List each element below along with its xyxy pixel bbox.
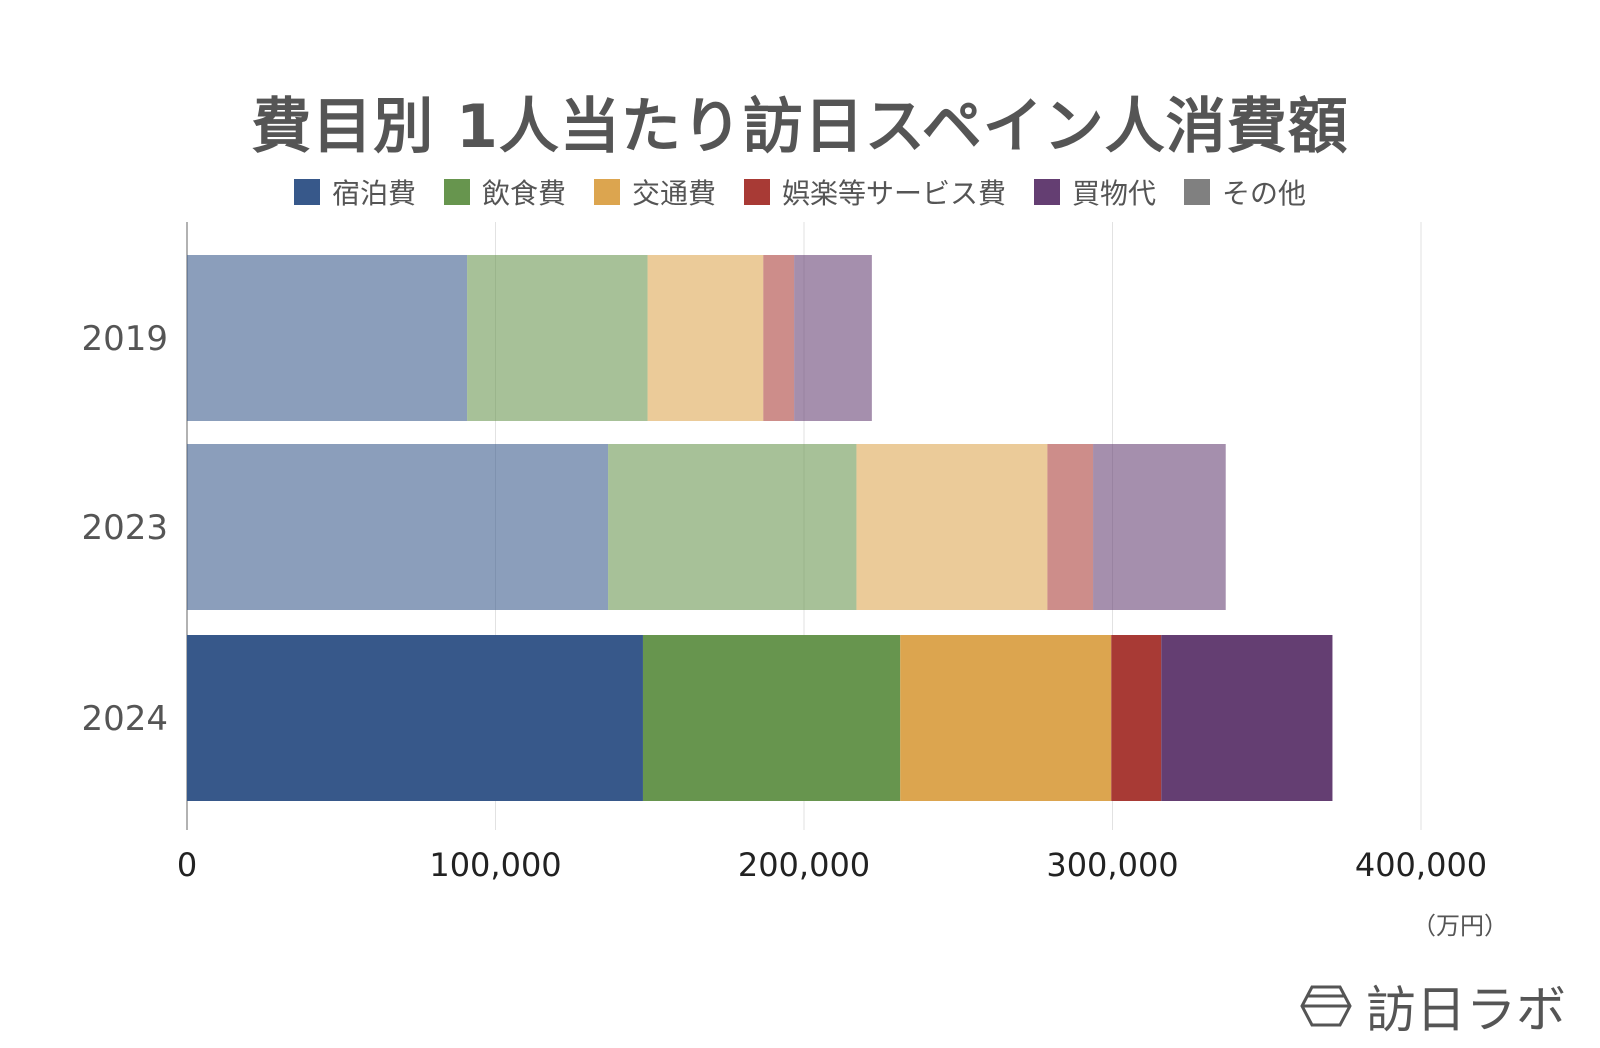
bar-2019-series-4 [794, 255, 872, 421]
y-tick-label: 2024 [81, 699, 168, 739]
logo: 訪日ラボ [1300, 970, 1566, 1042]
bar-2019-series-2 [647, 255, 764, 421]
x-axis: 0 100,000 200,000 300,000 400,000 [177, 846, 1487, 884]
legend-label: 娯楽等サービス費 [782, 177, 1007, 210]
bar-2023-series-1 [608, 444, 857, 610]
logo-text: 訪日ラボ [1366, 981, 1566, 1039]
legend-item: 買物代 [1034, 172, 1156, 212]
legend-item: 娯楽等サービス費 [744, 172, 1006, 212]
hexagon-logo-icon [1300, 985, 1352, 1027]
legend-swatch [744, 179, 770, 205]
legend-item: その他 [1184, 172, 1306, 212]
legend-label: その他 [1222, 177, 1307, 210]
legend-swatch [1184, 179, 1211, 205]
bar-2024-series-1 [642, 635, 901, 801]
x-tick-label: 200,000 [738, 846, 870, 884]
legend-swatch [593, 179, 620, 205]
legend-swatch [293, 179, 320, 205]
x-tick-label: 100,000 [429, 846, 561, 884]
x-tick-label: 400,000 [1355, 846, 1487, 884]
legend-label: 買物代 [1072, 177, 1157, 210]
bar-2023-series-0 [187, 444, 609, 610]
legend-label: 飲食費 [481, 177, 566, 210]
legend-label: 交通費 [631, 177, 716, 210]
legend: 宿泊費 飲食費 交通費 娯楽等サービス費 買物代 その他 [0, 172, 1600, 212]
unit-label: （万円） [1412, 912, 1508, 940]
x-tick-label: 300,000 [1046, 846, 1178, 884]
bar-2024-series-3 [1111, 635, 1162, 801]
bar-2019-series-3 [763, 255, 795, 421]
bar-2023-series-4 [1093, 444, 1226, 610]
legend-label: 宿泊費 [331, 177, 416, 210]
bar-2024-series-4 [1161, 635, 1333, 801]
bar-2023-series-2 [856, 444, 1048, 610]
bar-2024-series-2 [900, 635, 1112, 801]
legend-swatch [1034, 179, 1061, 205]
bar-2019-series-0 [187, 255, 468, 421]
bars [187, 255, 1333, 801]
bar-2024-series-0 [187, 635, 643, 801]
y-tick-label: 2023 [81, 508, 168, 548]
y-axis: 2019 2023 2024 [81, 319, 168, 739]
bar-2023-series-3 [1047, 444, 1094, 610]
legend-swatch [443, 179, 470, 205]
legend-item: 宿泊費 [293, 172, 416, 212]
chart-title: 費目別 1人当たり訪日スペイン人消費額 [251, 92, 1349, 162]
x-tick-label: 0 [177, 846, 197, 884]
legend-item: 交通費 [593, 172, 716, 212]
bar-2019-series-1 [467, 255, 648, 421]
y-tick-label: 2019 [81, 319, 168, 359]
legend-item: 飲食費 [443, 172, 566, 212]
